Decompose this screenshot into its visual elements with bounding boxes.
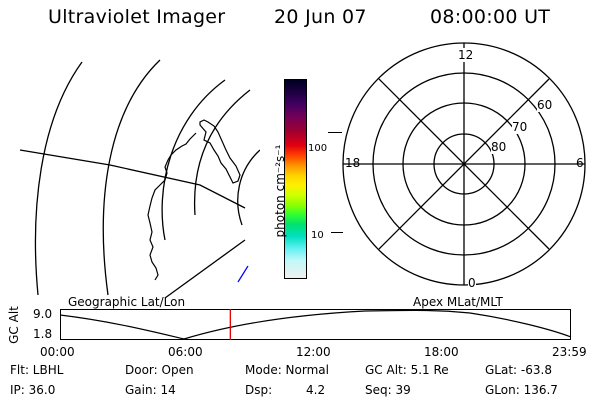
colorbar-tick-100: 100 [308,143,328,154]
polar-diagonal-2 [378,78,550,250]
coastline [147,119,241,281]
altitude-curve [60,309,572,340]
blue-trace [237,265,249,283]
colorbar-tick-mark [328,132,342,147]
colorbar-tick-mark [331,232,343,234]
lat-label-80: 80 [491,140,507,154]
info-seq: Seq: 39 [365,383,411,397]
info-gain: Gain: 14 [125,383,176,397]
info-glat: GLat: -63.8 [485,363,552,377]
altitude-min-label: 1.8 [33,327,53,341]
color-scale-bar [284,79,307,279]
time-tick-0600: 06:00 [168,345,203,359]
latitude-arc-5 [237,149,260,226]
time-tick-0000: 00:00 [40,345,75,359]
info-gc-alt: GC Alt: 5.1 Re [365,363,449,377]
colorbar-unit-label: photon cm⁻²s⁻¹ [273,144,287,238]
time-label: 08:00:00 UT [430,6,551,28]
time-tick-2359: 23:59 [552,345,587,359]
lat-label-60: 60 [537,98,553,112]
time-tick-1800: 18:00 [424,345,459,359]
app-title: Ultraviolet Imager [48,6,226,28]
info-dsp-value: 4.2 [306,383,326,397]
mlt-label-18: 18 [345,156,361,170]
lat-label-70: 70 [512,120,528,134]
date-label: 20 Jun 07 [274,6,367,28]
latitude-arc-1 [34,61,83,296]
altitude-axis-label: GC Alt [7,306,21,344]
latitude-arc-2 [102,59,161,296]
info-dsp-label: Dsp: [245,383,273,397]
meridian-line [19,149,246,209]
info-mode: Mode: Normal [245,363,329,377]
mlt-label-0: 0 [468,276,476,290]
info-flt: Flt: LBHL [10,363,64,377]
info-door: Door: Open [125,363,194,377]
time-tick-1200: 12:00 [296,345,331,359]
mlt-label-6: 6 [576,156,584,170]
latitude-arc-4 [193,89,251,216]
info-ip: IP: 36.0 [10,383,56,397]
geographic-label: Geographic Lat/Lon [68,295,186,309]
meridian-line-2 [164,239,246,299]
apex-label: Apex MLat/MLT [413,295,503,309]
colorbar-tick-10: 10 [311,230,324,241]
mlt-label-12: 12 [458,48,474,62]
polar-mlat-mlt-plot [342,42,586,286]
latitude-arc-3 [161,79,226,241]
info-glon: GLon: 136.7 [485,383,558,397]
altitude-max-label: 9.0 [33,307,53,321]
altitude-timeline-plot [60,309,572,340]
geographic-map [19,59,260,299]
